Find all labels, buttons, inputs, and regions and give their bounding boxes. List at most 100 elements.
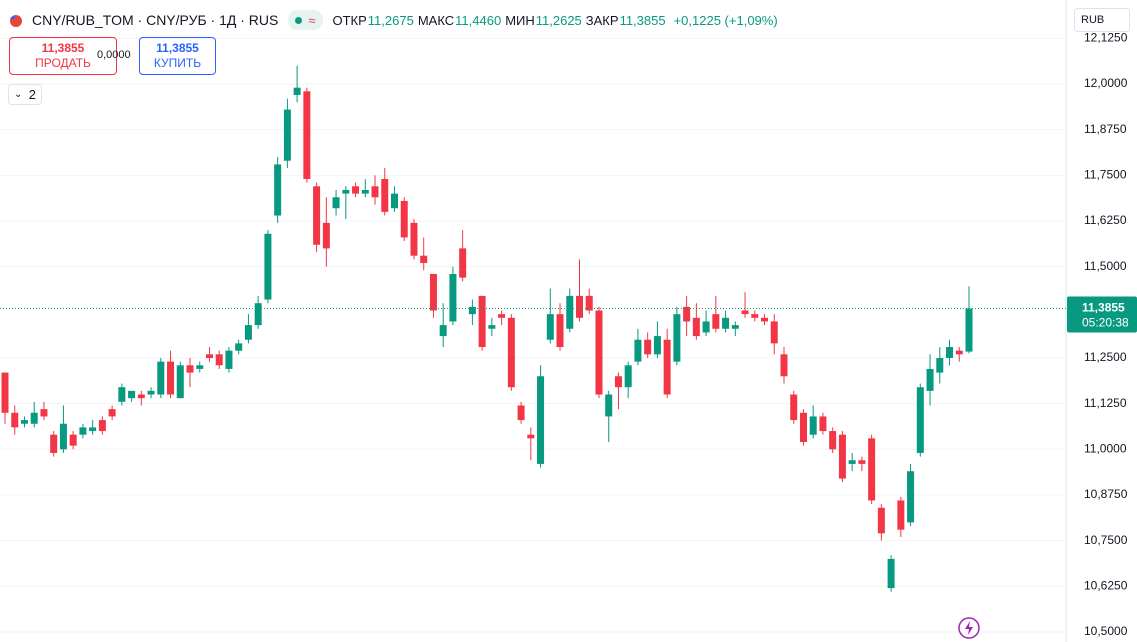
status-pill[interactable]: ≈ — [288, 10, 323, 30]
y-tick-label: 12,0000 — [1084, 76, 1128, 90]
sell-label: ПРОДАТЬ — [35, 56, 91, 70]
candle-body — [332, 197, 340, 209]
candle-body — [205, 354, 213, 358]
candle-body — [838, 434, 846, 479]
buy-label: КУПИТЬ — [153, 56, 202, 70]
indicators-count: 2 — [28, 87, 36, 102]
candle-body — [731, 325, 739, 329]
candle-body — [147, 390, 155, 395]
symbol-icon — [10, 15, 22, 27]
candle-body — [274, 164, 282, 216]
candle-body — [89, 427, 97, 432]
candle-body — [50, 434, 58, 453]
candle-body — [20, 420, 28, 424]
candle-body — [556, 314, 564, 348]
candle-body — [459, 248, 467, 278]
candle-body — [186, 365, 194, 373]
ohlc-value: 11,4460 — [455, 12, 502, 28]
candle-body — [868, 438, 876, 501]
candle-body — [517, 405, 525, 421]
candle-body — [498, 314, 506, 318]
candle-body — [390, 193, 398, 209]
lightning-button[interactable] — [957, 616, 981, 640]
y-tick-label: 11,8750 — [1084, 122, 1127, 136]
candle-body — [799, 412, 807, 443]
buy-button[interactable]: 11,3855 КУПИТЬ — [139, 37, 216, 75]
currency-button[interactable]: RUB — [1074, 8, 1130, 32]
candle-body — [59, 423, 67, 450]
candle-body — [108, 409, 116, 417]
candle-body — [215, 354, 223, 366]
sell-button[interactable]: 11,3855 ПРОДАТЬ — [9, 37, 117, 75]
candle-body — [741, 310, 749, 315]
indicators-toggle[interactable]: ⌄ 2 — [8, 84, 42, 105]
candle-body — [936, 357, 944, 373]
y-tick-label: 11,5000 — [1084, 259, 1127, 273]
candle-body — [342, 189, 350, 194]
candle-body — [605, 394, 613, 417]
candle-body — [468, 306, 476, 315]
candle-body — [478, 295, 486, 348]
candle-body — [722, 317, 730, 329]
candle-body — [429, 273, 437, 311]
candle-body — [819, 416, 827, 432]
candle-body — [527, 434, 535, 439]
candle-body — [624, 365, 632, 388]
candle-body — [946, 347, 954, 358]
countdown: 05:20:38 — [1082, 316, 1129, 330]
last-price-tag — [1067, 296, 1137, 333]
candle-body — [877, 507, 885, 534]
y-tick-label: 11,2500 — [1084, 350, 1127, 364]
ohlc-value: 11,3855 — [619, 12, 666, 28]
sell-price: 11,3855 — [41, 41, 85, 55]
candle-body — [614, 376, 622, 388]
candle-body — [11, 412, 19, 428]
y-tick-label: 10,5000 — [1084, 624, 1128, 638]
candle-body — [683, 306, 691, 322]
candle-body — [361, 189, 369, 194]
candle-body — [576, 295, 584, 318]
buy-price: 11,3855 — [156, 41, 199, 55]
y-tick-label: 10,7500 — [1084, 533, 1128, 547]
ohlc-label: ОТКР — [332, 12, 367, 28]
candle-body — [196, 365, 204, 369]
candle-body — [235, 343, 243, 351]
y-tick-label: 10,8750 — [1084, 487, 1128, 501]
y-tick-label: 12,1250 — [1084, 31, 1128, 45]
candle-body — [965, 308, 973, 352]
candle-body — [420, 255, 428, 264]
change: +0,1225 (+1,09%) — [673, 12, 778, 28]
approx-sign: ≈ — [308, 12, 316, 28]
candle-body — [449, 273, 457, 322]
header: CNY/RUB_TOM · CNY/РУБ · 1Д · RUS ≈ ОТКР 1… — [8, 10, 782, 30]
y-tick-label: 10,6250 — [1084, 578, 1128, 592]
y-tick-label: 11,6250 — [1084, 213, 1127, 227]
ohlc: ОТКР 11,2675 МАКС 11,4460 МИН 11,2625 ЗАКР 11,3… — [333, 13, 670, 28]
candle-body — [663, 339, 671, 395]
candle-body — [595, 310, 603, 395]
candle-body — [488, 325, 496, 329]
ohlc-label: МАКС — [417, 12, 455, 28]
candle-body — [293, 87, 301, 95]
candle-body — [322, 222, 330, 249]
candle-body — [916, 387, 924, 453]
candle-body — [507, 317, 515, 388]
candle-body — [79, 427, 87, 435]
candle-body — [225, 350, 233, 369]
last-price-label: 11,3855 — [1082, 301, 1125, 315]
candle-body — [770, 321, 778, 344]
candle-body — [585, 295, 593, 311]
candle-body — [352, 186, 360, 194]
candle-body — [400, 200, 408, 238]
ohlc-label: МИН — [505, 12, 535, 28]
candle-body — [712, 314, 720, 329]
ohlc-label: ЗАКР — [585, 12, 619, 28]
candle-body — [439, 325, 447, 337]
candle-body — [118, 387, 126, 402]
candle-body — [546, 314, 554, 340]
candle-body — [137, 394, 145, 399]
candle-body — [780, 354, 788, 377]
candle-body — [283, 109, 291, 161]
candle-body — [313, 186, 321, 245]
